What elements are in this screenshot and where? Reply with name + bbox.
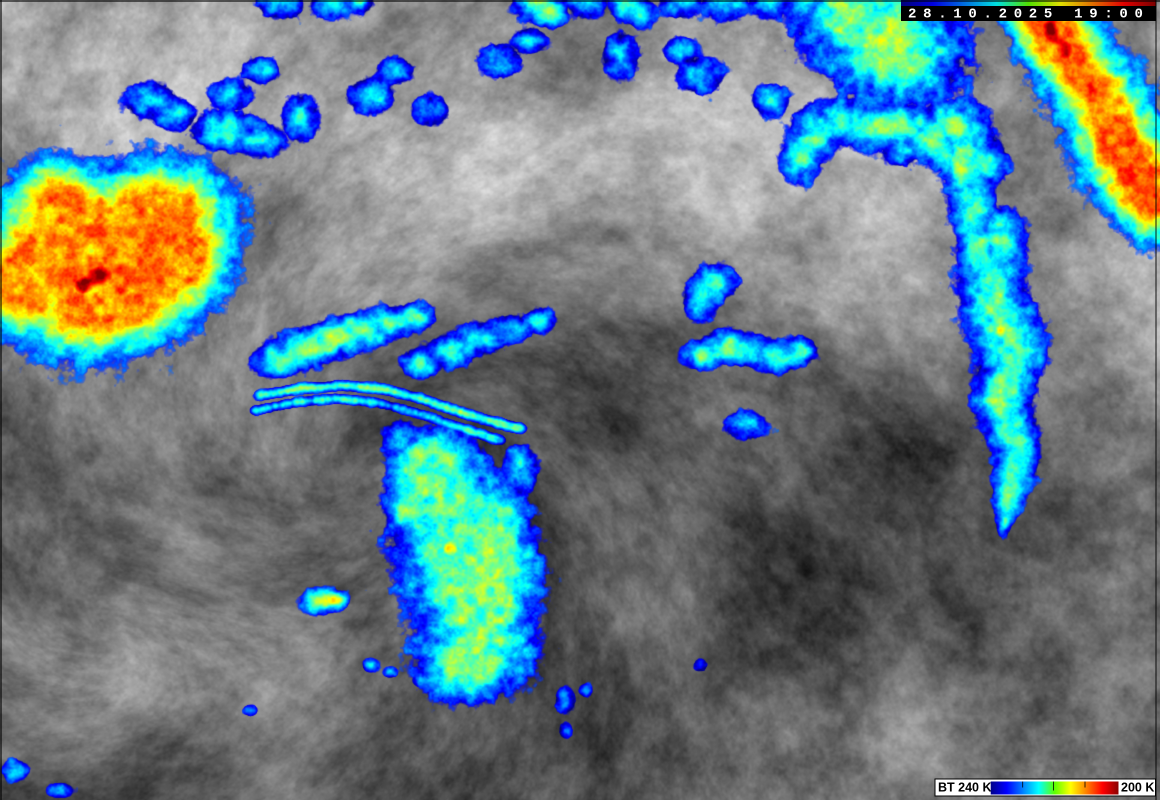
svg-text:28.10.2025 19:00: 28.10.2025 19:00 xyxy=(908,7,1150,23)
svg-text:BT 240 K: BT 240 K xyxy=(938,781,992,795)
svg-text:200 K: 200 K xyxy=(1121,781,1154,795)
